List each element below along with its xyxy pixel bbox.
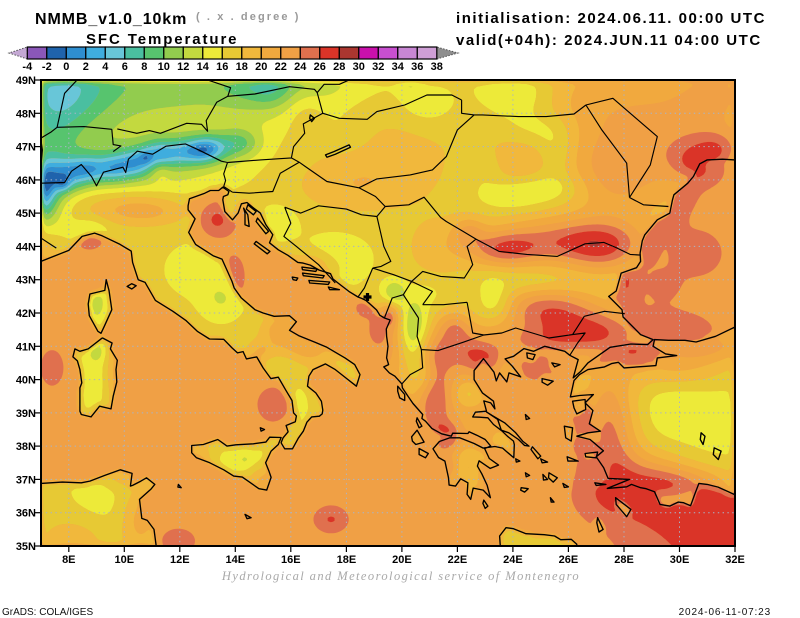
svg-text:44N: 44N [16,241,36,253]
svg-text:24: 24 [294,61,307,73]
svg-text:14E: 14E [226,554,246,566]
svg-text:4: 4 [102,61,109,73]
svg-text:22: 22 [275,61,287,73]
svg-text:30E: 30E [670,554,690,566]
svg-text:16: 16 [216,61,228,73]
svg-text:39N: 39N [16,408,36,420]
svg-text:6: 6 [122,61,128,73]
svg-text:12E: 12E [170,554,190,566]
svg-text:36: 36 [411,61,423,73]
svg-text:valid(+04h): 2024.JUN.11 04:00: valid(+04h): 2024.JUN.11 04:00 UTC [456,32,762,49]
svg-text:2024-06-11-07:23: 2024-06-11-07:23 [679,607,771,618]
svg-text:45N: 45N [16,208,36,220]
svg-text:32: 32 [372,61,384,73]
svg-text:20E: 20E [392,554,412,566]
svg-text:46N: 46N [16,175,36,187]
svg-text:18: 18 [236,61,248,73]
svg-text:NMMB_v1.0_10km: NMMB_v1.0_10km [35,11,187,28]
svg-text:34: 34 [392,61,405,73]
svg-text:initialisation: 2024.06.11. 00: initialisation: 2024.06.11. 00:00 UTC [456,10,766,27]
svg-text:26: 26 [314,61,326,73]
svg-text:30: 30 [353,61,365,73]
svg-text:40N: 40N [16,375,36,387]
svg-text:18E: 18E [337,554,357,566]
svg-text:( . x . degree ): ( . x . degree ) [196,11,301,23]
svg-text:42N: 42N [16,308,36,320]
svg-text:12: 12 [177,61,189,73]
svg-text:47N: 47N [16,142,36,154]
svg-text:28: 28 [333,61,345,73]
svg-text:38N: 38N [16,441,36,453]
svg-text:0: 0 [63,61,69,73]
svg-text:20: 20 [255,61,267,73]
svg-text:14: 14 [197,61,210,73]
svg-text:36N: 36N [16,508,36,520]
svg-text:26E: 26E [559,554,579,566]
svg-text:Hydrological and Meteorologica: Hydrological and Meteorological service … [221,569,580,583]
svg-text:22E: 22E [448,554,468,566]
svg-text:-4: -4 [22,61,33,73]
svg-text:GrADS: COLA/IGES: GrADS: COLA/IGES [2,607,93,618]
svg-text:48N: 48N [16,108,36,120]
svg-text:16E: 16E [281,554,301,566]
svg-text:24E: 24E [503,554,523,566]
svg-text:10E: 10E [115,554,135,566]
svg-text:8E: 8E [62,554,75,566]
svg-text:-2: -2 [42,61,52,73]
svg-text:43N: 43N [16,275,36,287]
svg-text:38: 38 [431,61,443,73]
svg-text:35N: 35N [16,541,36,553]
svg-text:10: 10 [158,61,170,73]
svg-text:8: 8 [141,61,147,73]
svg-text:32E: 32E [725,554,745,566]
svg-text:SFC Temperature: SFC Temperature [86,31,238,48]
svg-text:49N: 49N [16,75,36,87]
svg-text:2: 2 [83,61,89,73]
svg-text:37N: 37N [16,474,36,486]
svg-text:28E: 28E [614,554,634,566]
svg-text:41N: 41N [16,341,36,353]
